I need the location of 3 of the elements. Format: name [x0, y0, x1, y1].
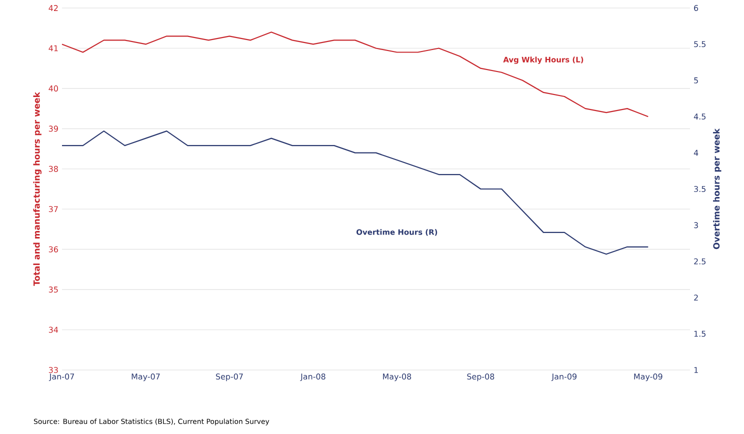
line-series [61, 32, 649, 118]
y-axis-title: Total and manufacturing hours per week [33, 92, 42, 286]
y2-axis-title: Overtime hours per week [713, 128, 722, 250]
